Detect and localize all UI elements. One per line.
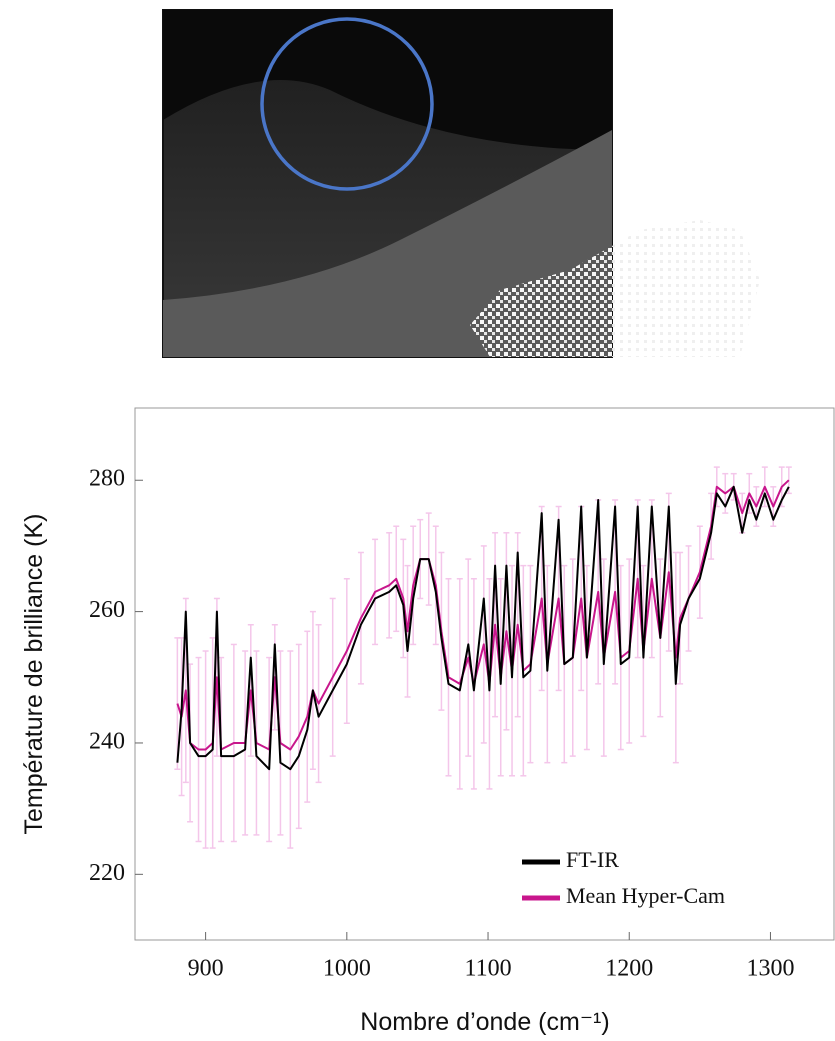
legend-label: Mean Hyper-Cam [566, 883, 725, 908]
thermal-image [162, 9, 760, 358]
plot-frame [134, 407, 835, 941]
legend-label: FT-IR [566, 847, 619, 872]
x-tick-label: 900 [188, 956, 224, 982]
x-tick-label: 1200 [605, 956, 653, 982]
y-tick-label: 260 [89, 597, 125, 623]
x-axis-label: Nombre d’onde (cm⁻¹) [360, 1008, 609, 1036]
x-tick-label: 1100 [464, 956, 511, 982]
y-tick-label: 220 [89, 860, 125, 886]
error-bar [174, 637, 181, 770]
y-tick-label: 280 [89, 466, 125, 492]
series-line [176, 485, 790, 771]
x-tick-label: 1300 [746, 956, 794, 982]
y-tick-label: 240 [89, 728, 125, 754]
x-tick-label: 1000 [323, 956, 371, 982]
y-axis-label: Température de brilliance (K) [20, 514, 48, 835]
